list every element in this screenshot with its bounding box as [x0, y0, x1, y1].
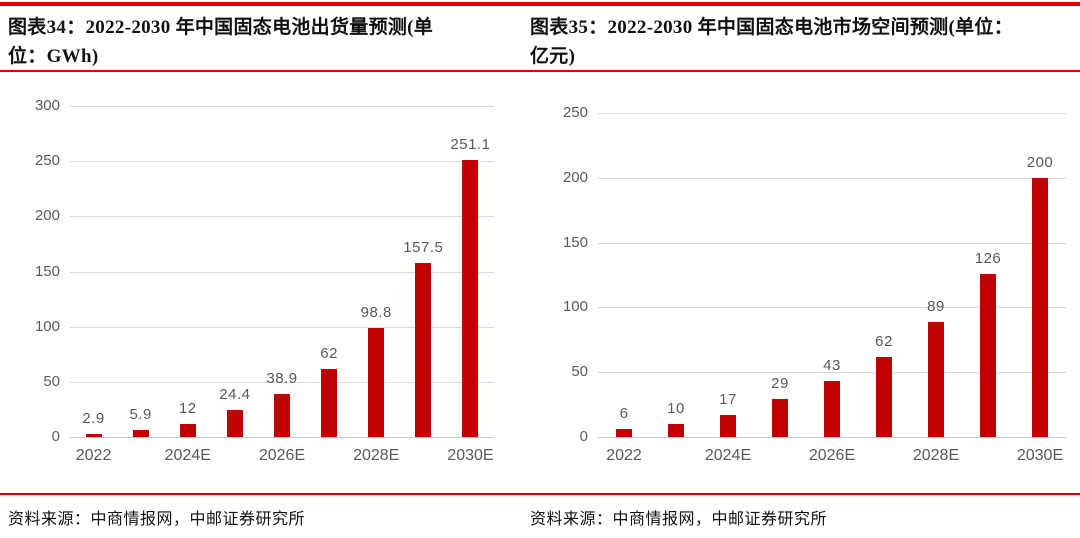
- y-axis-tick-label: 200: [562, 168, 588, 186]
- figure-35-title: 图表35：2022-2030 年中国固态电池市场空间预测(单位： 亿元): [530, 6, 1080, 71]
- bar: [321, 368, 338, 437]
- gridline: [70, 381, 494, 383]
- gridline: [70, 106, 494, 107]
- x-axis-tick-label: 2026E: [258, 447, 306, 464]
- gridline: [70, 216, 494, 218]
- x-axis-tick-label: 2028E: [353, 447, 400, 464]
- bar-value-label: 62: [320, 344, 338, 362]
- x-axis-tick-label: 2022: [606, 447, 642, 464]
- bar: [876, 356, 892, 437]
- x-axis-line: [70, 437, 494, 438]
- figure-35-chart-cell: 0 50 100 150 200 250 6 2022 10 17 2024E 29 43 2026E 62…: [520, 72, 1080, 493]
- bar-value-label: 12: [178, 399, 197, 417]
- figure-titles-row: 图表34：2022-2030 年中国固态电池出货量预测(单 位：GWh) 图表3…: [0, 6, 1080, 72]
- bar-value-label: 5.9: [129, 406, 152, 424]
- x-axis-tick-label: 2030E: [447, 447, 494, 464]
- y-axis-tick-label: 250: [562, 104, 588, 121]
- bar-value-label: 62: [875, 332, 893, 350]
- charts-row: 0 50 100 150 200 250 300 2.9 2022 5.9 12 2024E 24.4 3…: [0, 72, 1080, 493]
- bar-value-label: 126: [974, 249, 1002, 267]
- y-axis-tick-label: 50: [43, 372, 60, 390]
- y-axis-tick-label: 0: [51, 428, 60, 445]
- bar: [668, 424, 684, 437]
- gridline: [598, 307, 1066, 309]
- bar: [824, 381, 840, 437]
- bar: [1032, 177, 1048, 437]
- y-axis-tick-label: 100: [34, 317, 60, 335]
- figure-34-title: 图表34：2022-2030 年中国固态电池出货量预测(单 位：GWh): [8, 6, 520, 71]
- bar-value-label: 200: [1026, 153, 1054, 171]
- bar: [928, 321, 944, 437]
- bar: [85, 433, 102, 437]
- figure-35-title-cell: 图表35：2022-2030 年中国固态电池市场空间预测(单位： 亿元): [520, 6, 1080, 70]
- gridline: [598, 113, 1066, 114]
- gridline: [598, 242, 1066, 244]
- bar: [132, 430, 149, 437]
- bar: [980, 273, 996, 437]
- x-axis-tick-label: 2024E: [164, 447, 211, 464]
- bar-value-label: 2.9: [82, 409, 105, 427]
- page-top-rule: [0, 2, 1080, 6]
- figure-34-title-line1: 图表34：2022-2030 年中国固态电池出货量预测(单: [8, 17, 434, 38]
- y-axis-tick-label: 150: [34, 262, 60, 280]
- bar-value-label: 157.5: [403, 239, 444, 257]
- gridline: [70, 271, 494, 273]
- y-axis-tick-label: 250: [34, 152, 60, 170]
- gridline: [70, 326, 494, 328]
- y-axis-tick-label: 300: [34, 97, 60, 114]
- y-axis-tick-label: 150: [562, 233, 588, 251]
- bar: [226, 410, 243, 437]
- x-axis-tick-label: 2028E: [912, 447, 960, 464]
- x-axis-tick-label: 2022: [75, 447, 112, 464]
- bar: [772, 399, 788, 437]
- figure-34-title-cell: 图表34：2022-2030 年中国固态电池出货量预测(单 位：GWh): [0, 6, 520, 70]
- x-axis-line: [598, 437, 1066, 438]
- bar-chart-market-space-forecast: 0 50 100 150 200 250 6 2022 10 17 2024E 29 43 2026E 62…: [530, 72, 1080, 493]
- bar-value-label: 89: [927, 297, 945, 315]
- bar-value-label: 29: [771, 375, 789, 393]
- gridline: [70, 161, 494, 163]
- figure-35-title-line2: 亿元): [530, 46, 576, 67]
- bar: [616, 429, 632, 437]
- x-axis-tick-label: 2026E: [808, 447, 856, 464]
- figure-34-chart-cell: 0 50 100 150 200 250 300 2.9 2022 5.9 12 2024E 24.4 3…: [0, 72, 520, 493]
- bar-value-label: 10: [667, 400, 685, 418]
- figure-35-source: 资料来源：中商情报网，中邮证券研究所: [530, 511, 828, 528]
- bar-value-label: 17: [719, 390, 737, 408]
- bar-value-label: 43: [823, 357, 841, 375]
- bar: [720, 414, 736, 437]
- y-axis-tick-label: 0: [579, 428, 588, 445]
- bar-value-label: 24.4: [219, 386, 251, 404]
- bar: [368, 327, 385, 437]
- figure-35-source-cell: 资料来源：中商情报网，中邮证券研究所: [520, 495, 1080, 536]
- gridline: [598, 177, 1066, 179]
- bar-value-label: 98.8: [360, 303, 392, 321]
- bar-value-label: 38.9: [266, 370, 298, 388]
- y-axis-tick-label: 50: [571, 363, 588, 381]
- figure-34-title-line2: 位：GWh): [8, 46, 99, 67]
- bar-value-label: 251.1: [450, 135, 491, 153]
- bar: [415, 263, 432, 437]
- figure-34-source: 资料来源：中商情报网，中邮证券研究所: [8, 511, 306, 528]
- bar: [462, 159, 479, 437]
- y-axis-tick-label: 200: [34, 207, 60, 225]
- x-axis-tick-label: 2024E: [704, 447, 752, 464]
- bar-value-label: 6: [619, 405, 629, 423]
- bar: [274, 394, 290, 437]
- x-axis-tick-label: 2030E: [1016, 447, 1064, 464]
- y-axis-tick-label: 100: [562, 298, 588, 316]
- figure-34-source-cell: 资料来源：中商情报网，中邮证券研究所: [0, 495, 520, 536]
- sources-row: 资料来源：中商情报网，中邮证券研究所 资料来源：中商情报网，中邮证券研究所: [0, 493, 1080, 536]
- bar: [179, 423, 196, 437]
- gridline: [598, 372, 1066, 374]
- figure-35-title-line1: 图表35：2022-2030 年中国固态电池市场空间预测(单位：: [530, 17, 1014, 38]
- bar-chart-shipment-forecast: 0 50 100 150 200 250 300 2.9 2022 5.9 12 2024E 24.4 3…: [8, 72, 520, 493]
